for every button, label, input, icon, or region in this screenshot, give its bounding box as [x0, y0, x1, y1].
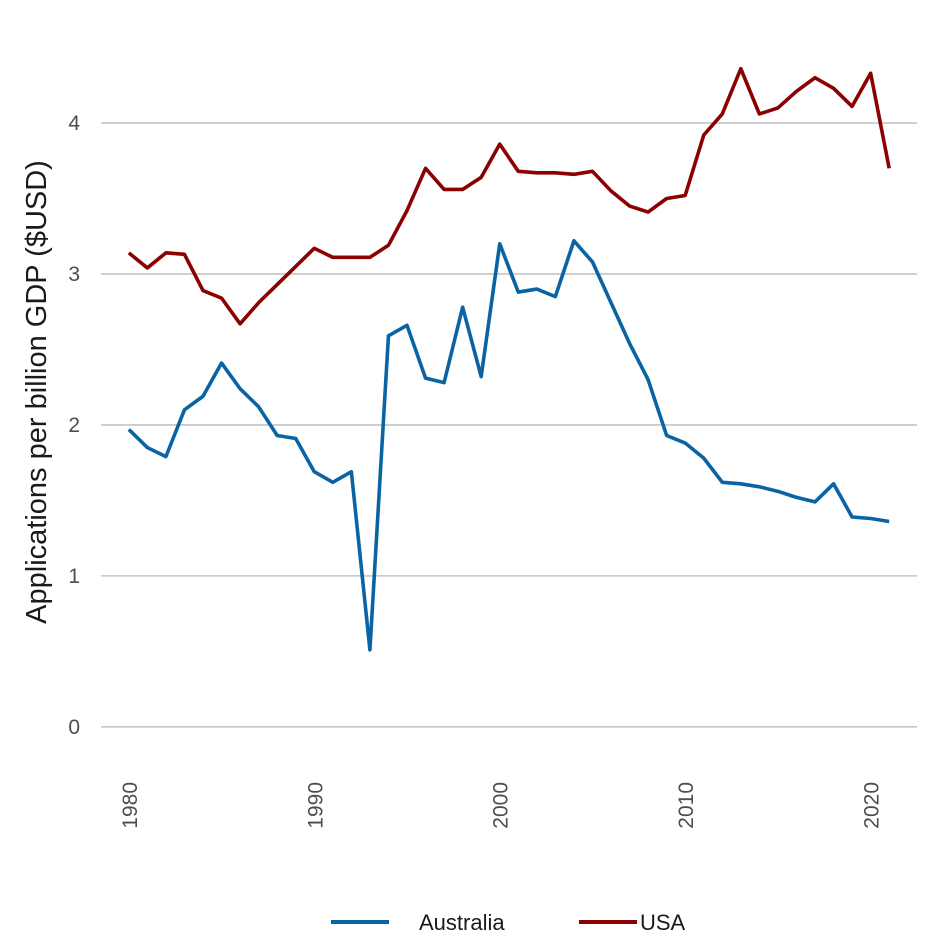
series-line-usa — [129, 69, 889, 324]
legend-label-usa: USA — [640, 910, 686, 935]
y-tick-label: 0 — [68, 716, 80, 739]
series-lines — [129, 69, 889, 650]
x-axis-ticks: 1980 1990 2000 2010 2020 — [119, 782, 884, 829]
y-tick-label: 3 — [68, 263, 80, 286]
x-tick-label: 2010 — [675, 782, 698, 829]
legend: Australia USA — [331, 910, 686, 935]
x-tick-label: 2020 — [861, 782, 884, 829]
y-axis-title: Applications per billion GDP ($USD) — [21, 160, 53, 624]
y-tick-label: 1 — [68, 565, 80, 588]
y-tick-label: 4 — [68, 112, 80, 135]
legend-label-australia: Australia — [419, 910, 505, 935]
x-tick-label: 1990 — [304, 782, 327, 829]
series-line-australia — [129, 241, 889, 650]
x-tick-label: 1980 — [119, 782, 142, 829]
x-tick-label: 2000 — [490, 782, 513, 829]
y-axis-ticks: 0 1 2 3 4 — [68, 112, 80, 739]
y-tick-label: 2 — [68, 414, 80, 437]
gridlines — [101, 123, 917, 727]
